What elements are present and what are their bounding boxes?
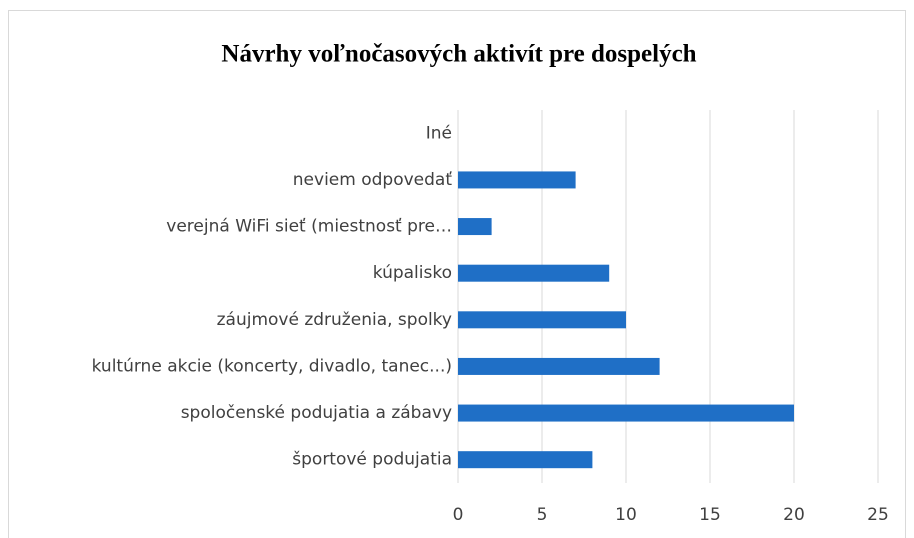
bar (458, 264, 610, 282)
x-tick-label: 10 (615, 505, 637, 525)
y-tick-label: kúpalisko (373, 263, 452, 283)
y-tick-label: Iné (426, 123, 452, 143)
bar (458, 404, 794, 422)
y-tick-label: spoločenské podujatia a zábavy (181, 403, 452, 423)
y-tick-label: záujmové združenia, spolky (217, 310, 452, 330)
x-tick-label: 15 (699, 505, 721, 525)
chart-title: Návrhy voľnočasových aktivít pre dospelý… (221, 41, 696, 68)
y-tick-label: verejná WiFi sieť (miestnosť pre… (166, 217, 452, 237)
bar (458, 218, 492, 236)
y-tick-label: kultúrne akcie (koncerty, divadlo, tanec… (92, 356, 452, 376)
y-tick-label: neviem odpovedať (293, 170, 453, 190)
bar (458, 311, 626, 329)
chart-frame (8, 10, 906, 538)
bar (458, 451, 593, 469)
x-tick-label: 25 (867, 505, 889, 525)
y-tick-label: športové podujatia (292, 450, 452, 470)
x-tick-label: 20 (783, 505, 805, 525)
bar (458, 357, 660, 375)
x-tick-label: 5 (537, 505, 548, 525)
bar (458, 171, 576, 189)
x-tick-label: 0 (453, 505, 464, 525)
